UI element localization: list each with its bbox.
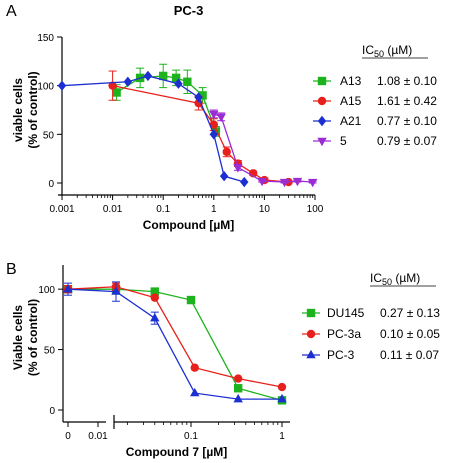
chart-a-series-5-point bbox=[216, 113, 226, 123]
chart-a-series-a21-point bbox=[240, 176, 249, 188]
chart-a-legend-a21-value: 0.77 ± 0.10 bbox=[377, 114, 437, 128]
panel-a-letter: A bbox=[6, 3, 17, 20]
chart-a-legend-5-value: 0.79 ± 0.07 bbox=[377, 134, 437, 148]
chart-b-legend-pc-3-label: PC-3 bbox=[327, 348, 355, 362]
chart-a-series-a13-point bbox=[112, 88, 121, 97]
chart-a-series-a15-point bbox=[222, 147, 231, 157]
chart-b-series-du145-point bbox=[150, 287, 159, 296]
chart-a-legend-a15-marker bbox=[317, 96, 327, 106]
chart-a-series-a13-point bbox=[171, 73, 181, 83]
chart-b-series-pc-3a-point bbox=[277, 382, 287, 392]
chart-b-legend-du145-marker bbox=[306, 308, 316, 318]
chart-b-x-axis-label: Compound 7 [µM] bbox=[126, 445, 228, 459]
chart-a: A PC-3 0 50 100 150 0.001 0.01 0.1 1 10 100 Compound… bbox=[6, 3, 437, 232]
chart-a-legend-a13-label: A13 bbox=[340, 74, 362, 88]
chart-b-series-pc-3-point bbox=[111, 286, 121, 295]
chart-a-series-a21-point bbox=[123, 76, 133, 87]
chart-a-legend-a13-marker bbox=[317, 76, 327, 86]
chart-a-x-axis-label: Compound [µM] bbox=[143, 218, 235, 232]
chart-b-y-tick-label: 0 bbox=[49, 406, 55, 417]
chart-b-series-pc-3a-point bbox=[190, 363, 199, 372]
chart-a-series-5-line bbox=[213, 113, 313, 183]
chart-b-legend-pc-3a-label: PC-3a bbox=[327, 327, 361, 341]
chart-b-series-pc-3a-line bbox=[67, 286, 283, 388]
chart-b-legend-du145-label: DU145 bbox=[327, 306, 365, 320]
chart-b-y-tick-label: 50 bbox=[44, 346, 56, 357]
chart-a-series-a21-point bbox=[194, 92, 203, 103]
chart-a-y-tick-label: 0 bbox=[48, 179, 54, 190]
chart-a-legend-a15-value: 1.61 ± 0.42 bbox=[377, 94, 437, 108]
chart-a-series-a21-point bbox=[219, 170, 229, 182]
chart-a-legend-5-marker bbox=[317, 137, 327, 147]
chart-b-legend-pc-3a-marker bbox=[306, 329, 316, 339]
chart-a-series-a21-point bbox=[143, 70, 153, 82]
chart-a-y-tick-label: 50 bbox=[43, 130, 55, 141]
chart-a-series-a21-point bbox=[57, 80, 67, 91]
chart-b-x-tick-label: 0.01 bbox=[88, 431, 108, 442]
chart-a-series-5-point bbox=[279, 178, 290, 188]
chart-b-series-pc-3-point bbox=[63, 283, 73, 293]
chart-a-series-5-point bbox=[257, 177, 267, 187]
chart-a-x-tick-label: 10 bbox=[259, 204, 271, 215]
chart-a-x-tick-label: 100 bbox=[307, 204, 324, 215]
chart-a-legend-a15-label: A15 bbox=[340, 94, 362, 108]
chart-b-series-du145-point bbox=[186, 295, 196, 305]
chart-a-legend-header: IC50 (µM) bbox=[362, 43, 412, 59]
chart-a-series-a15-point bbox=[209, 120, 218, 129]
chart-a-title: PC-3 bbox=[174, 3, 204, 18]
chart-a-series-a13-point bbox=[211, 127, 221, 136]
chart-a-legend-a21-marker bbox=[317, 115, 327, 127]
chart-a-series-a15-point bbox=[108, 81, 117, 90]
chart-a-series-5-point bbox=[209, 110, 219, 120]
panel-b-letter: B bbox=[6, 261, 17, 278]
chart-a-series-a13-point bbox=[198, 91, 207, 100]
chart-a-series-5-point bbox=[233, 164, 243, 173]
chart-a-legend-a21-label: A21 bbox=[340, 114, 362, 128]
chart-a-x-tick-label: 0.001 bbox=[49, 204, 74, 215]
chart-a-y-axis-label: viable cells bbox=[11, 78, 25, 142]
chart-b-x-tick-label: 0.1 bbox=[184, 431, 198, 442]
chart-b-series-du145-point bbox=[233, 384, 243, 393]
chart-b-legend-pc-3-value: 0.11 ± 0.07 bbox=[380, 348, 439, 362]
chart-b-series-pc-3a-point bbox=[150, 293, 159, 302]
chart-b-series-pc-3a-point bbox=[233, 374, 243, 383]
chart-a-legend-a13-value: 1.08 ± 0.10 bbox=[377, 74, 437, 88]
chart-b-series-pc-3-line bbox=[67, 288, 282, 400]
chart-b-x-tick-label: 1 bbox=[279, 431, 285, 442]
chart-b-series-pc-3-point bbox=[150, 312, 160, 322]
chart-a-series-a21-point bbox=[209, 129, 218, 140]
chart-b-legend-pc-3a-value: 0.10 ± 0.05 bbox=[380, 327, 440, 341]
chart-b-y-axis-label-2: (% of control) bbox=[26, 299, 40, 376]
chart-a-y-tick-label: 150 bbox=[37, 33, 54, 44]
chart-a-y-axis-label-2: (% of control) bbox=[26, 71, 40, 148]
chart-a-series-a21-point bbox=[174, 78, 183, 89]
chart-b-x-tick-label: 0 bbox=[65, 431, 71, 442]
chart-a-series-5-point bbox=[307, 178, 318, 188]
chart-b-legend-pc-3-marker bbox=[306, 349, 316, 359]
chart-a-y-tick-label: 100 bbox=[37, 82, 54, 93]
chart-a-series-a13-point bbox=[183, 77, 192, 86]
chart-a-series-a13-point bbox=[159, 71, 168, 81]
chart-a-legend-5-label: 5 bbox=[340, 134, 347, 148]
chart-a-x-tick-label: 1 bbox=[211, 204, 217, 215]
chart-b-series-du145-line bbox=[68, 288, 283, 401]
chart-a-series-5-point bbox=[292, 177, 303, 187]
chart-b-series-pc-3-point bbox=[277, 393, 287, 403]
chart-b-y-tick-label: 100 bbox=[38, 285, 55, 296]
chart-b-legend-du145-value: 0.27 ± 0.13 bbox=[380, 306, 440, 320]
chart-a-x-tick-label: 0.1 bbox=[156, 204, 170, 215]
chart-b-series-pc-3-point bbox=[190, 387, 200, 397]
chart-b-legend-header: IC50 (µM) bbox=[370, 271, 420, 287]
chart-b-y-axis-label: Viable cells bbox=[11, 305, 25, 370]
chart-b-series-pc-3-point bbox=[233, 393, 243, 403]
chart-b: B 0 50 100 0 0.01 0.1 1 Compound 7 [µM] Viable ce… bbox=[6, 261, 440, 459]
chart-a-x-tick-label: 0.01 bbox=[103, 204, 123, 215]
